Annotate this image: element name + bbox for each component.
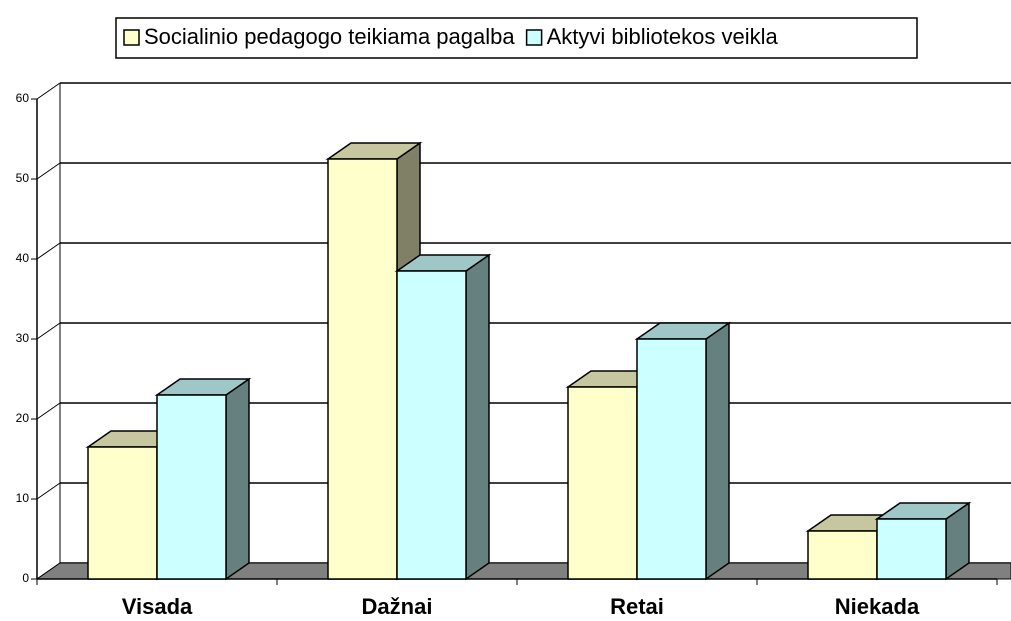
y-tick-label: 50 xyxy=(16,171,30,185)
grid-line xyxy=(36,82,61,100)
grid-line xyxy=(36,162,61,180)
bar xyxy=(156,394,227,580)
legend-box xyxy=(115,17,918,59)
grid-line xyxy=(36,322,61,340)
legend-label: Socialinio pedagogo teikiama pagalba xyxy=(144,24,515,49)
bar xyxy=(807,530,878,580)
y-tick-label: 30 xyxy=(16,331,30,345)
bar xyxy=(396,270,467,580)
y-tick-label: 10 xyxy=(16,491,30,505)
bar-side xyxy=(225,377,250,581)
grid-line xyxy=(36,402,61,420)
bar xyxy=(567,386,638,580)
y-tick-label: 60 xyxy=(16,91,30,105)
y-tick-label: 20 xyxy=(16,411,30,425)
x-tick-label: Niekada xyxy=(835,594,920,619)
bar-side xyxy=(705,321,730,581)
legend-swatch xyxy=(525,29,543,46)
x-tick-label: Dažnai xyxy=(362,594,433,619)
grid-line xyxy=(36,482,61,500)
y-tick-label: 0 xyxy=(22,571,29,585)
bar xyxy=(87,446,158,580)
bar xyxy=(876,518,947,580)
bar xyxy=(636,338,707,580)
bar xyxy=(327,158,398,580)
x-tick-label: Retai xyxy=(610,594,664,619)
legend-label: Aktyvi bibliotekos veikla xyxy=(547,24,779,49)
bar-side xyxy=(465,253,490,581)
legend-swatch xyxy=(123,29,140,46)
grid-line xyxy=(36,242,61,260)
y-tick-label: 40 xyxy=(16,251,30,265)
x-tick-label: Visada xyxy=(122,594,193,619)
